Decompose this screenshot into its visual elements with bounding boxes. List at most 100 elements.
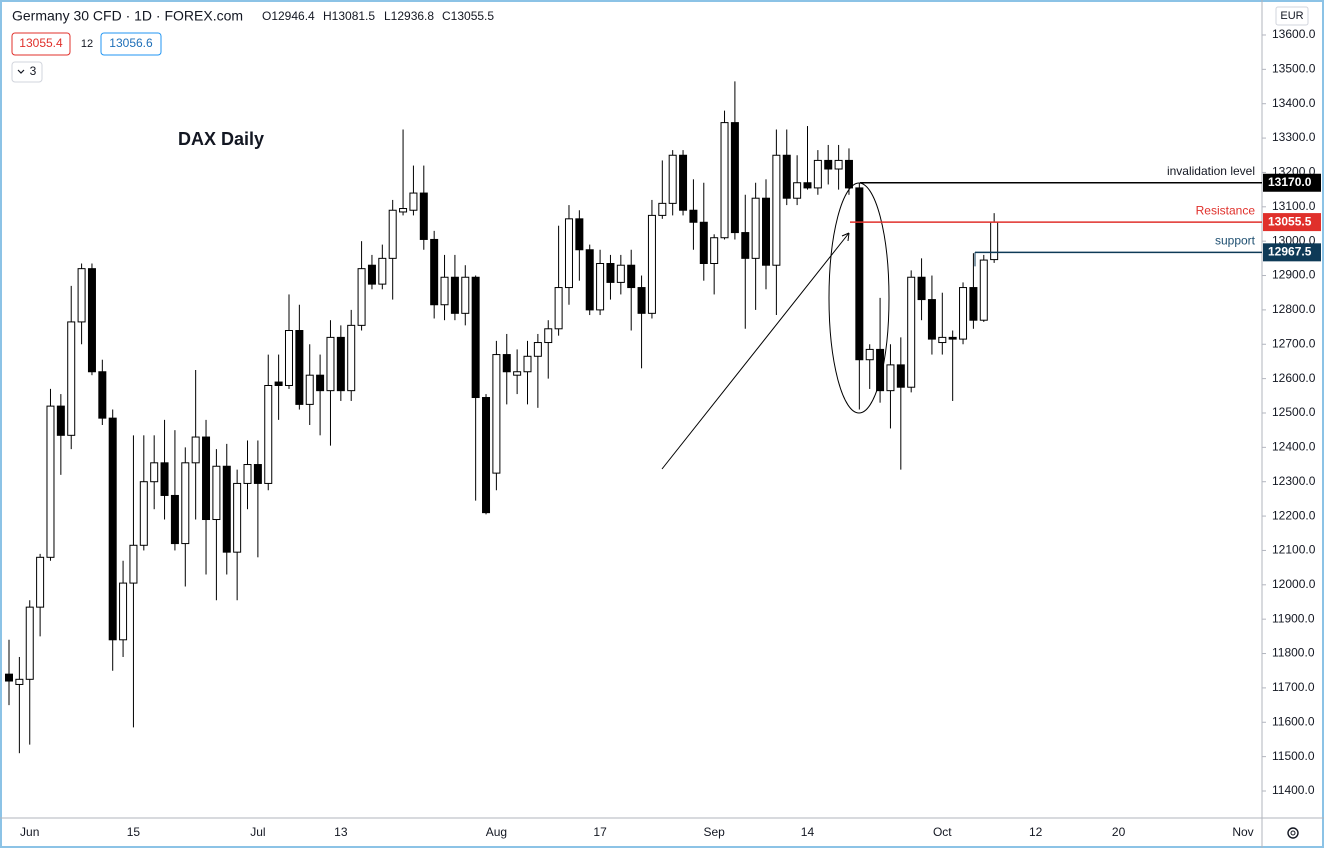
candle-body: [710, 237, 719, 265]
candle-body: [513, 371, 522, 376]
candle-body: [399, 208, 408, 213]
y-tick-label: 11700.0: [1272, 680, 1315, 694]
x-tick-label: 14: [801, 825, 815, 839]
candle-body: [699, 221, 708, 265]
candle-body: [253, 464, 262, 484]
candle-body: [834, 159, 843, 170]
candle-body: [108, 417, 117, 641]
y-tick-label: 12000.0: [1272, 577, 1316, 591]
y-tick-label: 12400.0: [1272, 440, 1316, 454]
level-label: Resistance: [1196, 203, 1256, 217]
candle-body: [46, 405, 55, 558]
candle-body: [772, 154, 781, 266]
y-tick-label: 12800.0: [1272, 302, 1316, 316]
candle-body: [492, 354, 501, 474]
candle-body: [855, 187, 864, 361]
symbol-title: Germany 30 CFD · 1D · FOREX.com: [12, 8, 243, 24]
candle-body: [907, 276, 916, 388]
candle-body: [544, 328, 553, 344]
candle-body: [378, 257, 387, 285]
candle-body: [482, 397, 491, 514]
x-tick-label: 12: [1029, 825, 1043, 839]
candle-body: [647, 214, 656, 314]
y-tick-label: 13300.0: [1272, 130, 1316, 144]
candle-body: [326, 336, 335, 392]
x-tick-label: 15: [127, 825, 141, 839]
y-tick-label: 12300.0: [1272, 474, 1316, 488]
candle-body: [564, 218, 573, 289]
candle-body: [938, 336, 947, 344]
candle-body: [523, 355, 532, 373]
candle-body: [440, 276, 449, 306]
candle-body: [948, 336, 957, 340]
candle-body: [751, 197, 760, 259]
x-tick-label: Aug: [486, 825, 507, 839]
ohlc-low: L12936.8: [384, 9, 434, 23]
ohlc-high: H13081.5: [323, 9, 375, 23]
candle-body: [741, 232, 750, 259]
x-tick-label: Jul: [250, 825, 265, 839]
indicators-toggle[interactable]: [11, 61, 43, 83]
price-tag-label: 13055.5: [1268, 214, 1312, 228]
y-tick-label: 11400.0: [1272, 783, 1315, 797]
buy-button[interactable]: [100, 32, 162, 56]
buy-price[interactable]: 13056.6: [109, 36, 153, 50]
candle-body: [243, 464, 252, 484]
gear[interactable]: [1287, 827, 1299, 839]
gear-hub[interactable]: [1290, 830, 1296, 836]
candle-body: [222, 465, 231, 553]
indicators-count[interactable]: 3: [30, 64, 37, 78]
candle-body: [813, 159, 822, 189]
candle-body: [762, 197, 771, 266]
currency[interactable]: EUR: [1280, 10, 1303, 22]
candle-body: [959, 287, 968, 340]
candle-body: [56, 405, 65, 436]
candle-body: [844, 159, 853, 189]
x-tick-label: Oct: [933, 825, 952, 839]
y-tick-label: 11600.0: [1272, 714, 1315, 728]
candle-body: [233, 482, 242, 553]
candle-body: [876, 348, 885, 392]
arrow-line: [661, 232, 850, 470]
candle-body: [129, 544, 138, 584]
candle-body: [367, 264, 376, 285]
candle-body: [658, 202, 667, 216]
candle-body: [627, 264, 636, 289]
price-tag: [1263, 243, 1321, 262]
candle-body: [596, 263, 605, 311]
candle-body: [585, 249, 594, 311]
y-tick-label: 13500.0: [1272, 62, 1316, 76]
level-label: invalidation level: [1167, 164, 1255, 178]
sell-price[interactable]: 13055.4: [19, 36, 63, 50]
candle-body: [575, 218, 584, 251]
candle-body: [181, 462, 190, 545]
candle-body: [36, 556, 45, 608]
candle-body: [357, 268, 366, 326]
x-tick-label: Sep: [703, 825, 725, 839]
candle-body: [336, 336, 345, 392]
price-tag: [1263, 213, 1321, 232]
candle-body: [202, 436, 211, 521]
y-tick-label: 13100.0: [1272, 199, 1316, 213]
candle-body: [502, 354, 511, 373]
y-tick-label: 11500.0: [1272, 749, 1315, 763]
sell-button[interactable]: [11, 32, 71, 56]
candle-body: [264, 384, 273, 484]
y-tick-label: 13600.0: [1272, 27, 1316, 41]
x-tick-label: 20: [1112, 825, 1126, 839]
candle-body: [969, 287, 978, 321]
currency-box[interactable]: [1275, 6, 1309, 26]
candle-body: [782, 154, 791, 199]
x-tick-label: 17: [593, 825, 607, 839]
candle-body: [668, 154, 677, 204]
candle-body: [886, 364, 895, 392]
candle-body: [150, 462, 159, 483]
candle-body: [896, 364, 905, 388]
candle-body: [5, 673, 13, 682]
candle-body: [119, 582, 128, 641]
y-tick-label: 11900.0: [1272, 611, 1315, 625]
price-tag-label: 12967.5: [1268, 245, 1312, 259]
price-tag: [1263, 173, 1321, 192]
settings-icon[interactable]: [1287, 827, 1299, 839]
